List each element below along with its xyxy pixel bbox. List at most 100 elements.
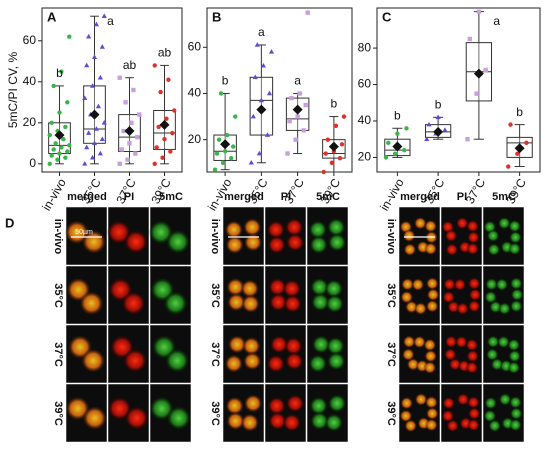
nucleus	[414, 393, 428, 406]
nucleus	[224, 220, 244, 239]
nucleus	[508, 242, 522, 256]
data-point	[325, 137, 331, 142]
data-point	[89, 154, 96, 160]
y-tick-label: 60	[358, 77, 372, 91]
mean-marker	[124, 126, 135, 136]
data-point	[166, 77, 171, 82]
data-point	[297, 91, 302, 96]
nucleus	[509, 418, 522, 432]
nucleus	[400, 290, 414, 304]
nucleus	[268, 277, 287, 297]
data-point	[467, 36, 472, 42]
data-point	[117, 161, 122, 166]
data-point	[51, 147, 56, 152]
plot-frame	[206, 7, 353, 173]
nucleus	[510, 288, 524, 302]
data-point	[303, 102, 308, 108]
significance-letter: b	[394, 108, 401, 122]
column-header: merged	[400, 191, 440, 203]
data-point	[162, 137, 167, 142]
data-point	[82, 161, 88, 166]
nucleus	[399, 409, 413, 423]
panel-label: A	[47, 9, 57, 24]
data-point	[254, 42, 260, 47]
data-point	[250, 113, 256, 119]
mean-marker	[220, 139, 231, 150]
nucleus	[225, 235, 244, 254]
y-tick-label: 20	[188, 132, 202, 146]
data-point	[424, 136, 430, 141]
mean-marker	[292, 104, 303, 115]
data-point	[252, 74, 258, 80]
nucleus	[284, 336, 303, 356]
nucleus	[243, 352, 262, 371]
y-tick-label: 60	[188, 39, 202, 53]
nucleus	[82, 406, 107, 431]
row-label: 35°C	[385, 283, 397, 308]
nucleus	[423, 361, 437, 374]
column-header: PI	[124, 191, 134, 203]
nucleus	[467, 299, 481, 313]
nucleus	[225, 396, 244, 415]
row-label: 39°C	[209, 401, 221, 426]
nucleus	[308, 220, 328, 239]
nucleus	[123, 229, 149, 254]
nucleus	[402, 335, 416, 349]
column-header: merged	[67, 191, 107, 203]
nucleus	[163, 291, 188, 316]
data-point	[329, 160, 335, 165]
data-point	[59, 145, 64, 150]
data-point	[214, 151, 220, 156]
data-point	[435, 114, 441, 120]
data-point	[168, 149, 173, 154]
data-point	[67, 143, 72, 148]
data-point	[392, 151, 398, 156]
nucleus	[240, 413, 260, 432]
data-point	[93, 126, 100, 131]
significance-letter: a	[258, 25, 265, 39]
nucleus	[484, 290, 498, 304]
data-point	[216, 137, 222, 142]
nucleus	[498, 393, 512, 406]
row-label: in-vivo	[385, 219, 397, 255]
nucleus	[269, 335, 289, 354]
nucleus	[467, 277, 481, 290]
nucleus	[165, 348, 190, 373]
nucleus	[309, 235, 328, 254]
nucleus	[285, 233, 305, 252]
nucleus	[467, 407, 481, 420]
nucleus	[467, 231, 480, 244]
y-tick-label: 40	[358, 113, 372, 127]
data-point	[49, 120, 54, 126]
mean-marker	[514, 143, 525, 154]
scale-bar-label: 50µm	[75, 229, 93, 236]
nucleus	[400, 396, 414, 410]
data-point	[93, 21, 100, 27]
significance-letter: b	[331, 97, 338, 111]
significance-letter: a	[294, 74, 301, 88]
nucleus	[498, 302, 511, 315]
nucleus	[495, 278, 509, 291]
data-point	[121, 128, 126, 134]
significance-letter: b	[435, 98, 442, 112]
data-point	[465, 137, 470, 142]
nucleus	[443, 348, 457, 361]
nucleus	[326, 336, 345, 356]
data-point	[337, 155, 343, 161]
plot-frame	[41, 7, 183, 173]
data-point	[404, 126, 409, 131]
data-point	[53, 141, 58, 146]
nucleus	[267, 235, 286, 254]
nucleus	[226, 411, 245, 431]
column-header: merged	[224, 191, 264, 203]
data-point	[119, 147, 124, 152]
nucleus	[327, 394, 347, 413]
data-point	[129, 120, 134, 125]
data-point	[91, 140, 98, 146]
y-tick-label: 40	[23, 74, 37, 88]
nucleus	[424, 242, 438, 256]
nucleus	[242, 336, 261, 356]
nucleus	[508, 349, 522, 363]
nucleus	[466, 219, 480, 233]
